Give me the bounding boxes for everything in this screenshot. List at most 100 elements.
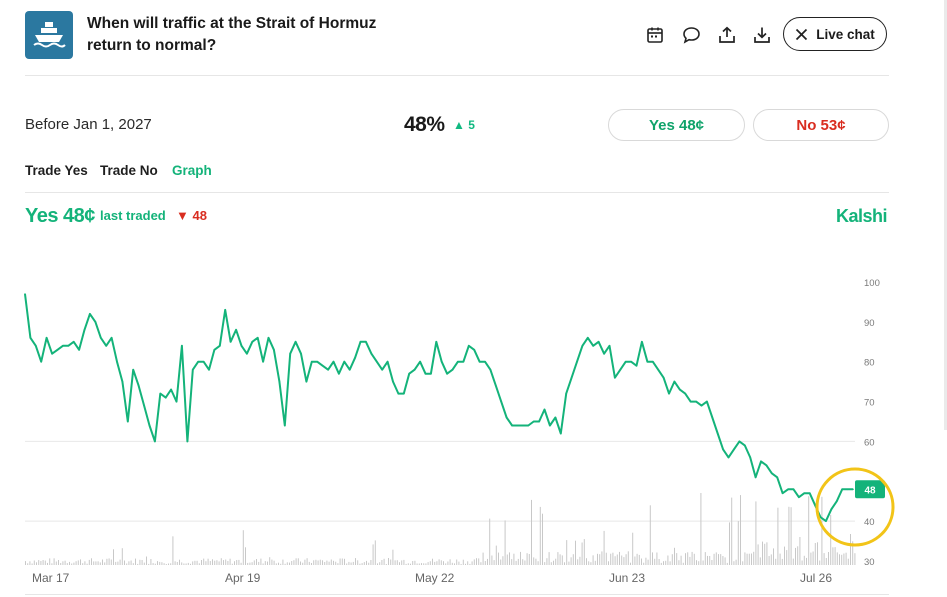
volume-bar bbox=[561, 555, 563, 565]
price-point bbox=[105, 345, 107, 347]
live-chat-button[interactable]: Live chat bbox=[783, 17, 887, 51]
volume-bar bbox=[801, 560, 803, 565]
volume-bar bbox=[401, 560, 403, 565]
volume-bar bbox=[333, 560, 334, 565]
price-point bbox=[311, 360, 313, 363]
price-point bbox=[359, 341, 362, 343]
volume-bar bbox=[790, 507, 792, 565]
volume-bar bbox=[315, 559, 317, 565]
y-tick-label: 70 bbox=[864, 398, 875, 409]
volume-bar bbox=[627, 551, 629, 565]
volume-bar bbox=[311, 563, 312, 565]
volume-bar bbox=[168, 563, 169, 565]
price-point bbox=[754, 476, 757, 479]
volume-bar bbox=[731, 497, 733, 565]
price-point bbox=[392, 380, 394, 383]
volume-bar bbox=[667, 555, 669, 565]
volume-bar bbox=[251, 562, 253, 565]
volume-bar bbox=[451, 562, 453, 565]
volume-bar bbox=[326, 560, 328, 565]
price-point bbox=[765, 464, 768, 467]
price-chart[interactable]: 100 90 80 70 60 40 30 Mar 17 Apr 19 May 22 Jun 23 J… bbox=[0, 262, 944, 597]
volume-bar bbox=[544, 562, 546, 565]
price-point bbox=[40, 360, 42, 363]
price-point bbox=[327, 368, 329, 371]
volume-bar bbox=[33, 560, 35, 565]
volume-bar bbox=[531, 499, 532, 565]
price-point bbox=[154, 440, 156, 443]
volume-bar bbox=[808, 496, 810, 565]
volume-bar bbox=[352, 561, 354, 565]
volume-bar bbox=[337, 563, 339, 565]
price-point bbox=[792, 488, 795, 491]
price-point bbox=[321, 364, 324, 367]
price-point bbox=[175, 400, 178, 403]
volume-bar bbox=[137, 563, 139, 565]
volume-bar bbox=[108, 558, 110, 565]
volume-bar bbox=[784, 546, 785, 565]
price-point bbox=[29, 337, 32, 339]
price-point bbox=[560, 432, 562, 435]
price-point bbox=[608, 345, 611, 347]
volume-bar bbox=[539, 506, 541, 565]
price-point bbox=[711, 416, 714, 419]
volume-bar bbox=[621, 555, 623, 565]
buy-no-button[interactable]: No 53¢ bbox=[753, 109, 889, 141]
volume-bar bbox=[570, 557, 572, 565]
volume-bar bbox=[656, 552, 658, 565]
price-point bbox=[652, 360, 654, 363]
tab-graph[interactable]: Graph bbox=[172, 163, 212, 178]
volume-bar bbox=[187, 562, 189, 565]
volume-bar bbox=[590, 562, 592, 565]
volume-bar bbox=[445, 563, 447, 565]
y-tick-label: 80 bbox=[864, 358, 875, 369]
price-point bbox=[100, 337, 102, 339]
volume-bar bbox=[242, 530, 244, 565]
comment-icon[interactable] bbox=[680, 24, 702, 46]
volume-bar bbox=[163, 563, 165, 565]
volume-bar bbox=[289, 562, 290, 565]
x-tick-label: Jul 26 bbox=[800, 571, 832, 585]
volume-bar bbox=[418, 563, 420, 565]
volume-bar bbox=[348, 561, 350, 565]
price-point bbox=[89, 313, 91, 315]
calendar-icon[interactable] bbox=[644, 24, 666, 46]
volume-bar bbox=[271, 559, 273, 565]
volume-bar bbox=[579, 556, 581, 565]
price-point bbox=[679, 388, 681, 391]
volume-bar bbox=[350, 562, 352, 565]
tab-trade-no[interactable]: Trade No bbox=[100, 163, 158, 178]
market-icon bbox=[25, 11, 73, 59]
volume-bar bbox=[161, 562, 163, 565]
price-point bbox=[554, 416, 557, 419]
volume-bar bbox=[557, 552, 559, 565]
price-point bbox=[722, 448, 724, 451]
volume-bar bbox=[473, 559, 475, 565]
outcome-delta: ▲ 5 bbox=[453, 118, 475, 132]
volume-bar bbox=[135, 558, 136, 565]
volume-bar bbox=[238, 559, 240, 565]
volume-bar bbox=[786, 550, 788, 565]
buy-yes-button[interactable]: Yes 48¢ bbox=[608, 109, 745, 141]
price-point bbox=[570, 376, 573, 379]
price-point bbox=[603, 352, 605, 355]
download-icon[interactable] bbox=[751, 24, 773, 46]
volume-bar bbox=[253, 560, 255, 565]
volume-bar bbox=[599, 554, 601, 565]
volume-bar bbox=[524, 560, 526, 565]
volume-bar bbox=[696, 560, 697, 565]
price-point bbox=[695, 400, 697, 403]
price-point bbox=[240, 345, 243, 347]
volume-bar bbox=[308, 561, 310, 565]
share-icon[interactable] bbox=[716, 24, 738, 46]
volume-bar bbox=[372, 544, 374, 565]
volume-bar bbox=[51, 563, 53, 565]
price-point bbox=[830, 508, 833, 510]
volume-bar bbox=[687, 552, 689, 565]
volume-bar bbox=[403, 559, 405, 565]
price-point bbox=[246, 352, 248, 355]
close-icon bbox=[796, 28, 808, 40]
volume-bar bbox=[306, 558, 308, 565]
volume-bar bbox=[825, 558, 827, 565]
tab-trade-yes[interactable]: Trade Yes bbox=[25, 163, 88, 178]
